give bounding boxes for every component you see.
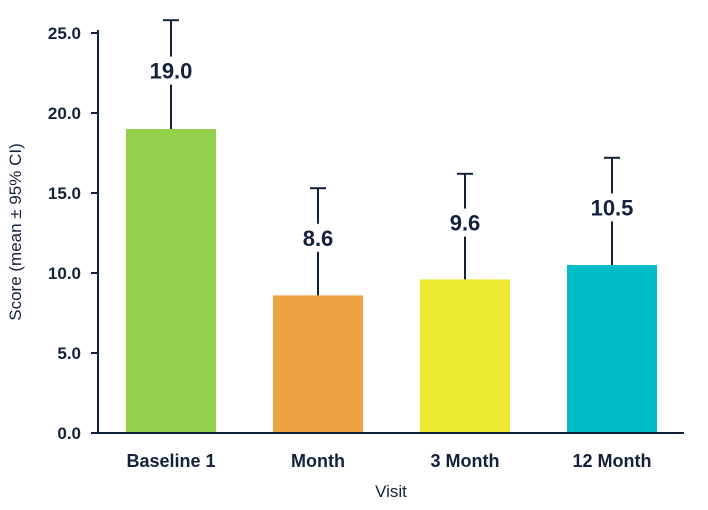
value-labels: 19.0 8.6 9.6 10.5 [145, 56, 638, 252]
category-label: Month [291, 451, 345, 471]
bar-month [273, 295, 363, 433]
value-label: 8.6 [303, 226, 334, 251]
category-label: Baseline 1 [126, 451, 215, 471]
value-label: 10.5 [591, 195, 634, 220]
x-axis-title: Visit [375, 482, 407, 501]
y-tick-label: 10.0 [48, 264, 81, 283]
bars [126, 129, 657, 433]
category-label: 12 Month [573, 451, 652, 471]
category-labels: Baseline 1 Month 3 Month 12 Month [126, 451, 651, 471]
category-label: 3 Month [431, 451, 500, 471]
y-tick-label: 5.0 [57, 344, 81, 363]
y-axis-ticks: 0.0 5.0 10.0 15.0 20.0 25.0 [48, 24, 98, 443]
bar-3-month [420, 279, 510, 433]
value-label-bg [145, 56, 197, 85]
y-tick-label: 20.0 [48, 104, 81, 123]
value-label-bg [439, 208, 491, 237]
y-tick-label: 25.0 [48, 24, 81, 43]
value-label: 19.0 [150, 59, 193, 84]
y-tick-label: 15.0 [48, 184, 81, 203]
value-label-bg [586, 193, 638, 222]
y-tick-label: 0.0 [57, 424, 81, 443]
error-bars [163, 19, 620, 296]
value-label-bg [292, 223, 344, 252]
y-axis-title: Score (mean ± 95% CI) [6, 143, 25, 321]
value-label: 9.6 [450, 211, 481, 236]
bar-12-month [567, 265, 657, 433]
bar-baseline-1 [126, 129, 216, 433]
